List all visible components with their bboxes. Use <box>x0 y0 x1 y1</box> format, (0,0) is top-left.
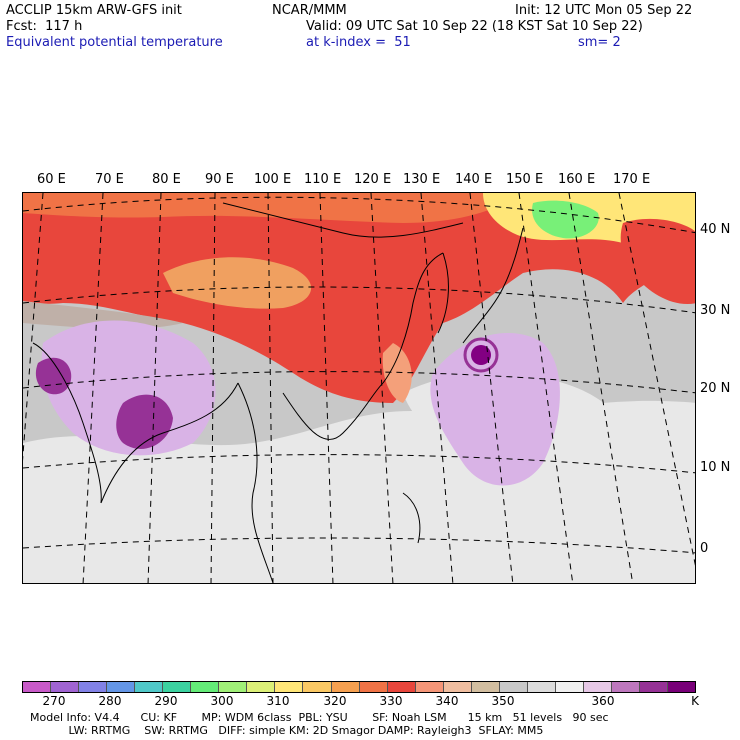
lat-label: 40 N <box>700 222 731 237</box>
wpac-lavender-region <box>430 333 560 486</box>
forecast-hour: Fcst: 117 h <box>6 19 83 34</box>
colorbar-swatch <box>303 682 332 692</box>
typhoon-core <box>471 345 491 365</box>
colorbar-tick: 290 <box>154 694 178 708</box>
colorbar-tick: 320 <box>323 694 347 708</box>
lon-label: 60 E <box>37 172 66 187</box>
colorbar-tick: 350 <box>491 694 515 708</box>
colorbar-tick: 300 <box>210 694 234 708</box>
colorbar <box>22 681 696 693</box>
coastlines <box>32 202 524 583</box>
lon-label: 160 E <box>558 172 596 187</box>
colorbar-swatch <box>247 682 276 692</box>
lon-label: 110 E <box>304 172 342 187</box>
colorbar-swatch <box>107 682 136 692</box>
colorbar-swatch <box>640 682 669 692</box>
colorbar-tick: 280 <box>98 694 122 708</box>
coastal-salmon-region <box>382 343 412 403</box>
lat-label: 0 <box>700 541 709 556</box>
typhoon-ring <box>463 337 499 373</box>
colorbar-swatch <box>219 682 248 692</box>
lat-label: 10 N <box>700 460 731 475</box>
colorbar-swatch <box>387 682 416 692</box>
colorbar-swatch <box>527 682 556 692</box>
model-title: ACCLIP 15km ARW-GFS init <box>6 3 182 18</box>
colorbar-tick: 310 <box>266 694 290 708</box>
map-canvas <box>23 193 695 583</box>
colorbar-swatch <box>79 682 108 692</box>
physics-info-line: LW: RRTMG SW: RRTMG DIFF: simple KM: 2D … <box>30 724 544 737</box>
colorbar-swatch <box>555 682 584 692</box>
colorbar-swatch <box>191 682 220 692</box>
warm-gray-belt <box>23 301 183 329</box>
lon-label: 90 E <box>205 172 234 187</box>
lon-label: 80 E <box>152 172 181 187</box>
colorbar-swatch <box>359 682 388 692</box>
level-info: at k-index = 51 <box>306 35 411 50</box>
field-name: Equivalent potential temperature <box>6 35 223 50</box>
pacific-red-region <box>620 218 695 304</box>
colorbar-swatch <box>443 682 472 692</box>
valid-time: Valid: 09 UTC Sat 10 Sep 22 (18 KST Sat … <box>306 19 643 34</box>
colorbar-swatch <box>611 682 641 692</box>
colorbar-tick: 330 <box>379 694 403 708</box>
lon-label: 150 E <box>506 172 544 187</box>
lat-label: 30 N <box>700 303 731 318</box>
colorbar-unit: K <box>691 694 699 708</box>
colorbar-swatch <box>415 682 444 692</box>
colorbar-swatch <box>275 682 304 692</box>
lon-label: 140 E <box>455 172 493 187</box>
lon-label: 130 E <box>403 172 441 187</box>
model-info-line: Model Info: V4.4 CU: KF MP: WDM 6class P… <box>30 711 609 724</box>
colorbar-swatch <box>499 682 528 692</box>
colorbar-swatch <box>163 682 192 692</box>
graticule <box>23 193 695 583</box>
northeast-green-region <box>532 200 599 239</box>
plateau-orange-region <box>163 257 312 309</box>
colorbar-swatch <box>51 682 80 692</box>
colorbar-swatch <box>23 682 52 692</box>
colorbar-swatch <box>668 682 696 692</box>
lon-label: 70 E <box>95 172 124 187</box>
colorbar-tick: 270 <box>42 694 66 708</box>
lon-label: 170 E <box>613 172 651 187</box>
center-name: NCAR/MMM <box>272 3 347 18</box>
lon-label: 120 E <box>354 172 392 187</box>
smoothing-info: sm= 2 <box>578 35 621 50</box>
continental-red-region <box>23 193 695 403</box>
colorbar-tick: 360 <box>591 694 615 708</box>
map-panel <box>22 192 696 584</box>
colorbar-swatch <box>331 682 360 692</box>
colorbar-swatch <box>135 682 164 692</box>
colorbar-tick: 340 <box>435 694 459 708</box>
colorbar-swatch <box>583 682 612 692</box>
colorbar-swatch <box>471 682 500 692</box>
india-purple-region <box>116 394 173 449</box>
lat-label: 20 N <box>700 381 731 396</box>
init-time: Init: 12 UTC Mon 05 Sep 22 <box>515 3 693 18</box>
lon-label: 100 E <box>254 172 292 187</box>
